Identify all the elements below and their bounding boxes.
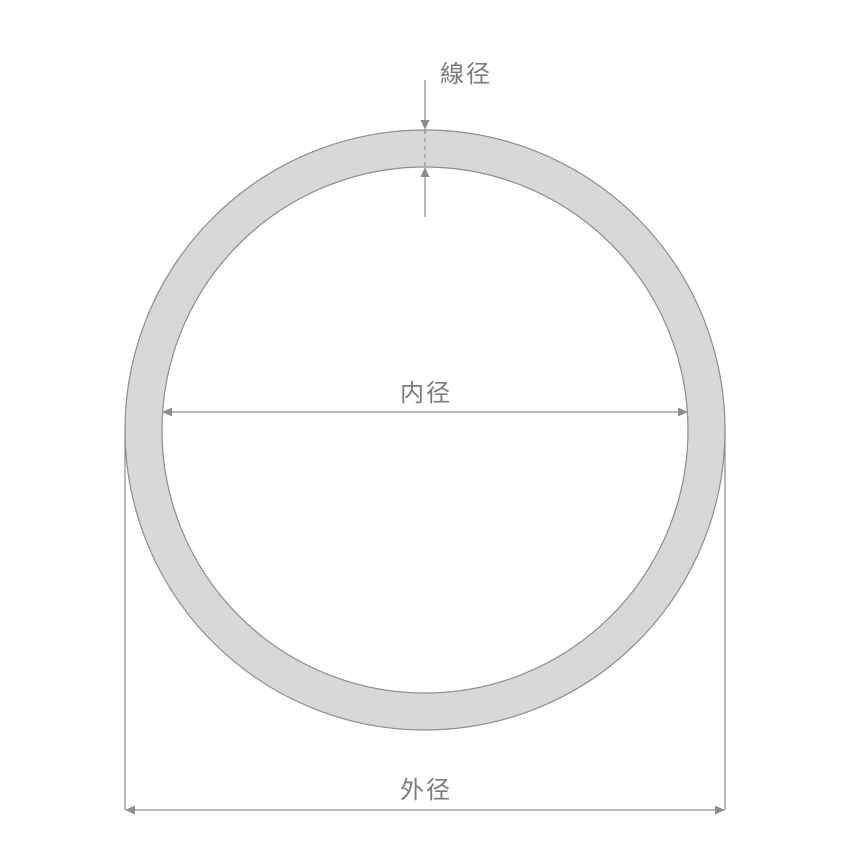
- diagram-svg: [0, 0, 850, 850]
- wire-diameter-label: 線径: [440, 54, 492, 89]
- diagram-canvas: 線径 内径 外径: [0, 0, 850, 850]
- ring-shape: [125, 130, 725, 730]
- inner-diameter-label: 内径: [400, 373, 452, 408]
- outer-diameter-label: 外径: [400, 770, 452, 805]
